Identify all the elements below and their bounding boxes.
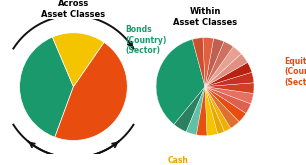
Wedge shape [205,87,218,135]
Wedge shape [205,54,248,87]
Wedge shape [52,33,104,87]
Wedge shape [203,38,214,87]
Wedge shape [205,47,241,87]
Wedge shape [205,87,253,104]
Wedge shape [174,87,205,132]
Wedge shape [205,83,254,93]
Wedge shape [205,87,224,134]
Wedge shape [196,87,207,136]
Wedge shape [205,87,239,128]
Wedge shape [192,38,205,87]
Wedge shape [156,39,205,124]
Wedge shape [205,87,231,132]
Text: Bonds
(Country)
(Sector): Bonds (Country) (Sector) [126,25,167,55]
Wedge shape [205,62,252,87]
Wedge shape [205,41,233,87]
Wedge shape [205,72,254,87]
Wedge shape [205,38,224,87]
Wedge shape [20,37,73,137]
Text: Across
Asset Classes: Across Asset Classes [41,0,106,19]
Wedge shape [205,87,251,113]
Text: Cash
(Currency): Cash (Currency) [155,156,201,165]
Wedge shape [205,87,246,122]
Wedge shape [186,87,205,135]
Wedge shape [55,42,127,140]
Text: Equities
(Country)
(Sector): Equities (Country) (Sector) [284,57,306,87]
Text: Equities: Equities [161,78,196,87]
Text: Within
Asset Classes: Within Asset Classes [173,7,237,27]
